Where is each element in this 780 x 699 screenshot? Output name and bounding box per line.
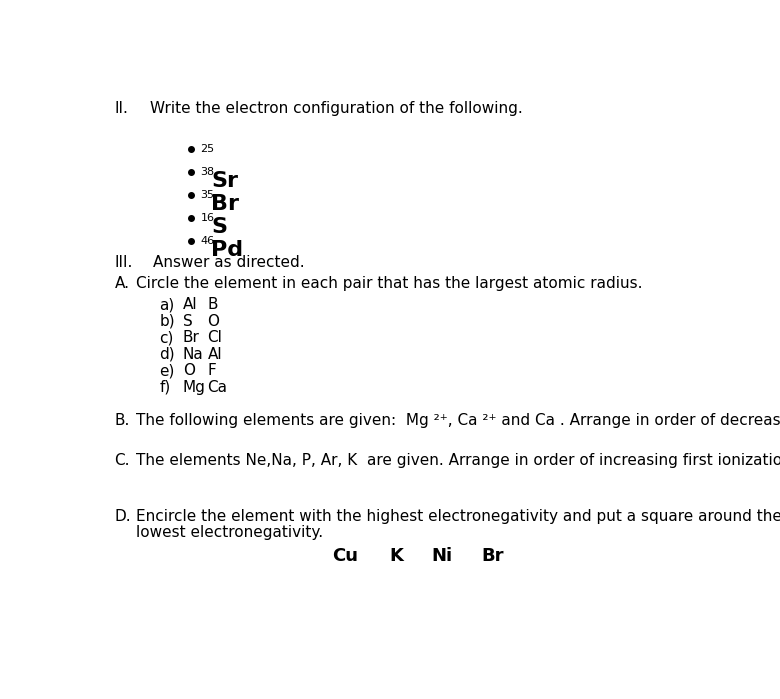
Text: Ni: Ni [432,547,453,565]
Text: D.: D. [115,509,131,524]
Text: Encircle the element with the highest electronegativity and put a square around : Encircle the element with the highest el… [136,509,780,524]
Text: b): b) [159,314,176,329]
Text: Mg: Mg [183,380,206,395]
Text: Circle the element in each pair that has the largest atomic radius.: Circle the element in each pair that has… [136,276,643,291]
Text: B.: B. [115,413,130,428]
Text: B: B [207,297,218,312]
Text: Al: Al [207,347,222,362]
Text: Br: Br [481,547,504,565]
Text: 35: 35 [200,190,215,200]
Text: 25: 25 [200,144,215,154]
Text: Pd: Pd [211,240,243,260]
Text: O: O [183,363,195,378]
Text: II.: II. [115,101,129,116]
Text: 38: 38 [200,167,215,177]
Text: f): f) [159,380,171,395]
Text: K: K [389,547,402,565]
Text: Sr: Sr [211,171,239,191]
Text: Ca: Ca [207,380,228,395]
Text: Write the electron configuration of the following.: Write the electron configuration of the … [151,101,523,116]
Text: III.: III. [115,255,133,270]
Text: The following elements are given:  Mg ²⁺, Ca ²⁺ and Ca . Arrange in order of dec: The following elements are given: Mg ²⁺,… [136,413,780,428]
Text: c): c) [159,331,174,345]
Text: S: S [183,314,193,329]
Text: a): a) [159,297,175,312]
Text: F: F [207,363,216,378]
Text: Answer as directed.: Answer as directed. [154,255,305,270]
Text: Na: Na [183,347,204,362]
Text: Br: Br [183,331,200,345]
Text: lowest electronegativity.: lowest electronegativity. [136,525,324,540]
Text: C.: C. [115,454,130,468]
Text: The elements Ne,Na, P, Ar, K  are given. Arrange in order of increasing first io: The elements Ne,Na, P, Ar, K are given. … [136,454,780,468]
Text: 16: 16 [200,213,215,223]
Text: d): d) [159,347,176,362]
Text: S: S [211,217,228,237]
Text: e): e) [159,363,175,378]
Text: Cl: Cl [207,331,222,345]
Text: A.: A. [115,276,129,291]
Text: Br: Br [211,194,239,214]
Text: Al: Al [183,297,197,312]
Text: O: O [207,314,219,329]
Text: 46: 46 [200,236,215,246]
Text: Cu: Cu [332,547,359,565]
